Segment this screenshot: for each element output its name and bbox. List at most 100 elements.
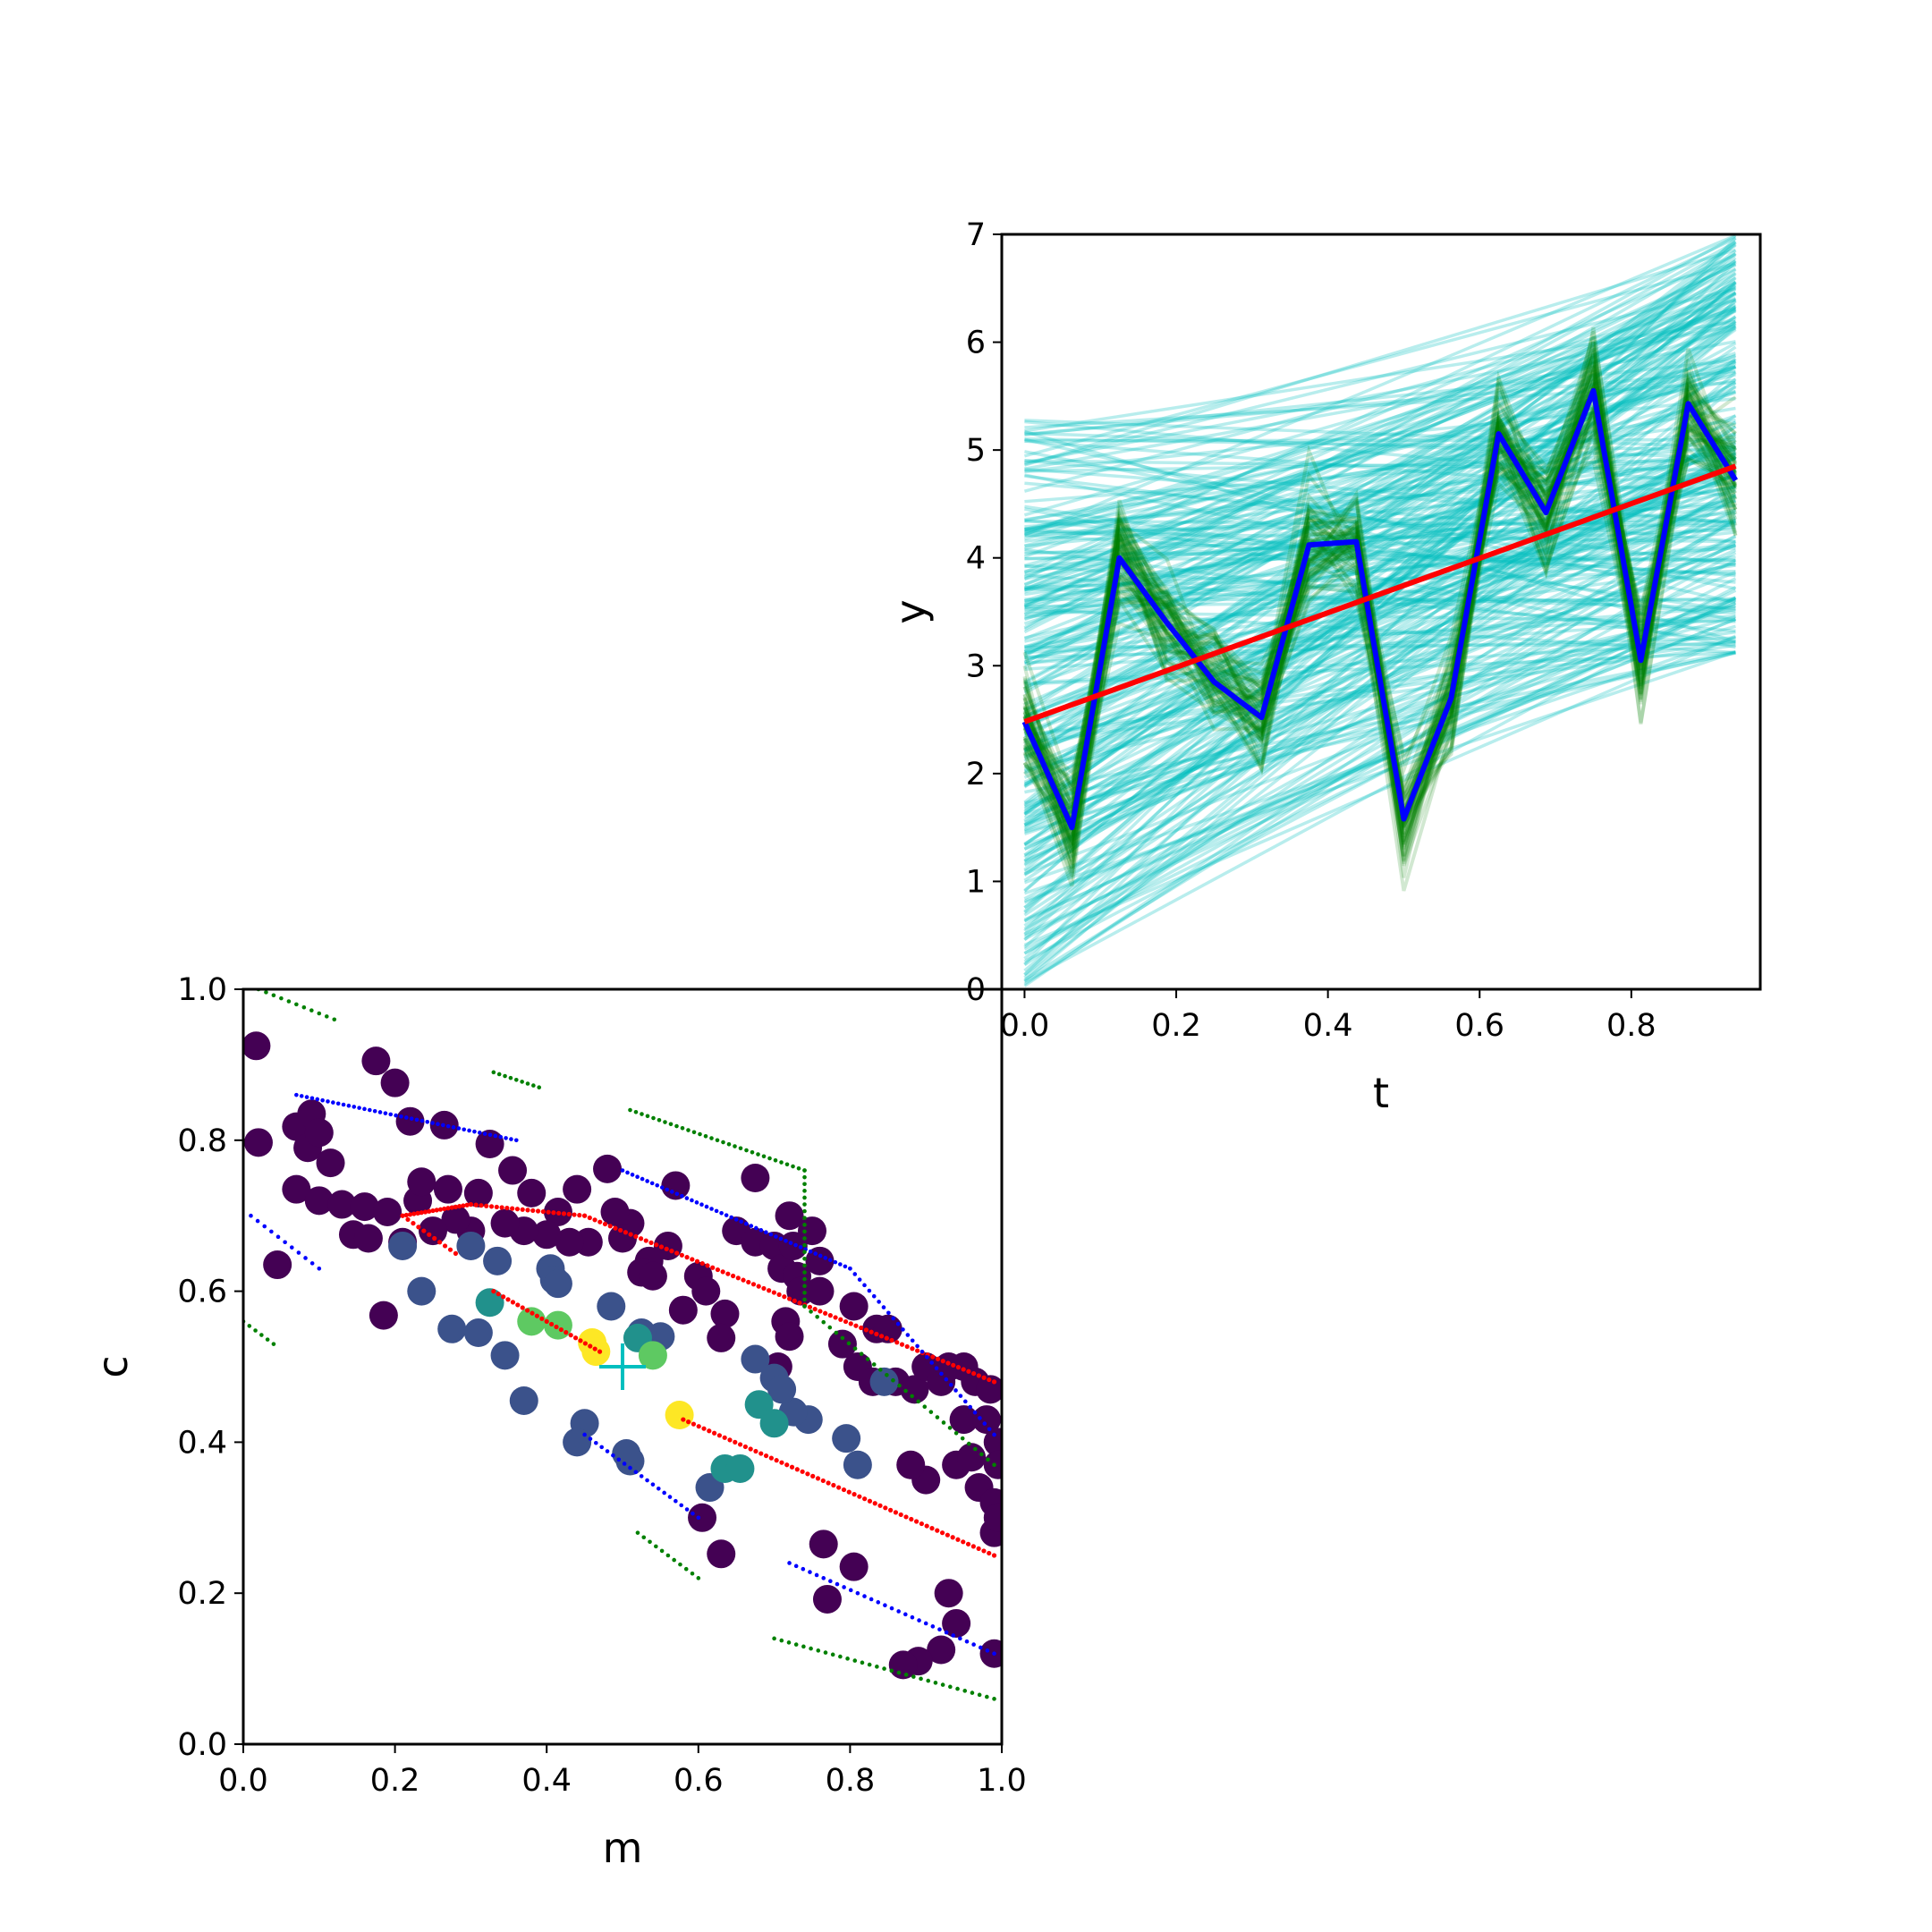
contour-dot-mid — [910, 1614, 915, 1620]
noisy-sample-line — [1022, 365, 1738, 869]
contour-dot-mid — [594, 1440, 598, 1445]
contour-dot-inner — [776, 1292, 782, 1297]
scatter-point — [979, 1639, 1002, 1668]
contour-dot-inner — [750, 1282, 757, 1287]
fit-line — [1023, 617, 1737, 903]
contour-dot-outer — [651, 1115, 656, 1121]
contour-dot-inner — [727, 1437, 733, 1443]
contour-dot-mid — [944, 1630, 949, 1635]
scatter-point — [809, 1530, 838, 1559]
contour-dot-mid — [352, 1105, 357, 1109]
scatter-point — [282, 1174, 311, 1204]
scatter-point — [942, 1608, 971, 1638]
fit-line — [1023, 236, 1737, 580]
fit-line — [1023, 433, 1737, 826]
contour-dot-inner — [841, 1487, 847, 1493]
contour-dot-mid — [599, 1445, 604, 1450]
contour-dot-inner — [504, 1205, 510, 1211]
fit-line — [1024, 319, 1736, 433]
contour-dot-outer — [846, 1341, 852, 1346]
contour-dot-inner — [987, 1550, 992, 1556]
contour-dot-outer — [265, 1337, 270, 1342]
contour-dot-mid — [987, 1427, 992, 1432]
contour-dot-inner — [694, 1258, 700, 1264]
fit-line — [1024, 452, 1736, 532]
contour-dot-outer — [948, 1684, 953, 1690]
contour-dot-outer — [859, 1352, 864, 1356]
contour-dot-outer — [830, 1652, 835, 1657]
contour-dot-inner — [894, 1340, 900, 1345]
fit-line — [1023, 260, 1737, 942]
fit-line — [1024, 365, 1736, 531]
contour-dot-inner — [505, 1297, 511, 1302]
contour-dot-inner — [812, 1307, 818, 1312]
contour-dot-mid — [622, 1462, 627, 1466]
fit-line — [1023, 309, 1737, 817]
contour-dot-mid — [835, 1581, 840, 1587]
scatter-point — [608, 1224, 637, 1253]
contour-dot-outer — [665, 1553, 671, 1558]
contour-dot-outer — [802, 1182, 807, 1187]
contour-dot-outer — [903, 1673, 909, 1677]
y-tick-label: 4 — [966, 541, 986, 577]
contour-dot-mid — [659, 1185, 665, 1190]
fit-line — [1023, 585, 1737, 963]
contour-dot-inner — [712, 1430, 717, 1436]
contour-dot-outer — [750, 1150, 755, 1155]
fit-line — [1023, 317, 1736, 536]
fit-line — [1023, 234, 1737, 538]
contour-dot-mid — [739, 1219, 744, 1224]
contour-dot-mid — [611, 1453, 615, 1458]
contour-dot-inner — [654, 1242, 659, 1248]
contour-dot-mid — [582, 1432, 587, 1437]
scatter-point — [839, 1292, 869, 1321]
fit-line — [1023, 307, 1736, 517]
contour-dot-outer — [668, 1122, 674, 1127]
scatter-point — [456, 1231, 486, 1260]
contour-dot-outer — [802, 1290, 807, 1295]
fit-line — [1024, 437, 1736, 443]
scatter-point — [327, 1190, 357, 1219]
contour-dot-outer — [648, 1539, 652, 1545]
fit-line — [1024, 439, 1736, 497]
contour-dot-inner — [514, 1207, 521, 1212]
fit-line — [1023, 302, 1737, 579]
fit-line — [1023, 325, 1737, 847]
contour-dot-mid — [404, 1115, 409, 1120]
fit-line — [1023, 306, 1737, 586]
x-tick-label: 0.4 — [1303, 1008, 1353, 1044]
fit-line — [1024, 467, 1736, 605]
contour-dot-outer — [663, 1120, 667, 1124]
contour-dot-mid — [883, 1603, 887, 1608]
fit-line — [1024, 507, 1736, 649]
fit-line — [1023, 267, 1737, 616]
scatter-point — [707, 1539, 736, 1569]
contour-dot-outer — [672, 1557, 676, 1563]
contour-dot-inner — [701, 1426, 707, 1431]
contour-dot-inner — [484, 1203, 489, 1208]
contour-dot-outer — [309, 1008, 314, 1013]
contour-dot-mid — [876, 1600, 881, 1605]
contour-dot-outer — [691, 1130, 697, 1135]
contour-dot-mid — [919, 1349, 925, 1354]
x-tick-label: 0.0 — [218, 1763, 268, 1799]
contour-dot-inner — [416, 1224, 421, 1230]
contour-dot-mid — [394, 1113, 398, 1118]
contour-dot-mid — [930, 1624, 936, 1629]
contour-dot-mid — [294, 1092, 299, 1097]
scatter-point — [805, 1276, 835, 1306]
contour-dot-inner — [826, 1480, 831, 1486]
contour-dot-outer — [941, 1420, 946, 1425]
fit-line — [1024, 437, 1736, 605]
fit-line — [1024, 396, 1736, 473]
fit-line — [1024, 605, 1736, 665]
contour-dot-mid — [630, 1173, 635, 1177]
contour-dot-outer — [733, 1144, 737, 1148]
fit-line — [1024, 324, 1736, 465]
fit-line — [1024, 431, 1736, 461]
contour-dot-inner — [442, 1243, 448, 1249]
contour-dot-outer — [916, 1399, 921, 1404]
contour-dot-mid — [925, 1355, 929, 1360]
contour-dot-outer — [802, 1276, 807, 1282]
